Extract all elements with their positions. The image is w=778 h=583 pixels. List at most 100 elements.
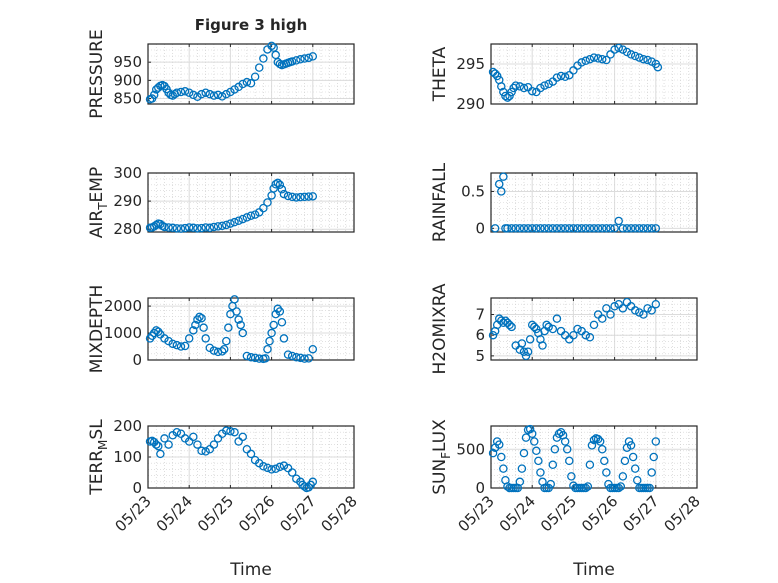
- data-point: [189, 326, 198, 335]
- data-point: [271, 464, 280, 474]
- data-point: [507, 322, 516, 332]
- data-point: [160, 222, 169, 232]
- data-point: [267, 328, 276, 338]
- data-point: [540, 224, 549, 233]
- data-point: [536, 468, 545, 477]
- data-point: [616, 482, 626, 491]
- y-tick-label: 0: [132, 351, 142, 369]
- data-point: [499, 87, 508, 97]
- data-point: [300, 54, 309, 63]
- y-axis-label: RAINFALL: [430, 162, 450, 242]
- data-point: [626, 50, 636, 59]
- data-point: [283, 191, 293, 201]
- data-point: [517, 339, 527, 348]
- data-point: [536, 83, 545, 93]
- figure-title: Figure 3 high: [195, 16, 308, 34]
- data-point: [201, 88, 210, 97]
- data-point: [544, 322, 553, 332]
- x-axis-label-left: Time: [229, 560, 272, 580]
- data-point: [230, 217, 239, 227]
- axes-box: [147, 172, 355, 233]
- data-point: [308, 192, 318, 201]
- y-axis-label: AIRTEMP: [87, 167, 110, 238]
- data-point: [560, 224, 570, 233]
- x-tick-label: 05/28: [318, 492, 361, 535]
- data-point: [149, 90, 159, 100]
- data-point: [597, 444, 607, 454]
- data-point: [610, 302, 619, 311]
- data-point: [519, 448, 529, 458]
- data-point: [548, 324, 558, 334]
- data-point: [501, 91, 510, 101]
- axes-box: [147, 43, 355, 105]
- data-point: [263, 344, 272, 354]
- y-axis-label-rest: LUX: [430, 419, 450, 452]
- y-tick-label: 500: [456, 440, 485, 458]
- y-axis-label-main: AIR: [87, 210, 107, 239]
- data-point: [538, 341, 547, 350]
- y-axis-label-subscript: F: [439, 452, 453, 459]
- data-point: [217, 221, 227, 231]
- y-axis-label-main: TERR: [87, 450, 107, 496]
- data-point: [160, 434, 169, 443]
- x-tick-label: 05/24: [153, 492, 196, 535]
- data-point: [606, 50, 615, 59]
- data-point: [585, 460, 595, 469]
- data-point: [287, 57, 297, 66]
- data-point: [308, 477, 318, 487]
- data-point: [610, 45, 619, 54]
- data-point: [213, 434, 223, 443]
- data-point: [565, 456, 574, 466]
- y-tick-label: 0: [475, 219, 485, 237]
- data-point: [234, 315, 243, 324]
- data-point: [238, 79, 248, 89]
- data-point: [263, 463, 272, 473]
- data-point: [589, 435, 599, 445]
- subplot-rainfall: 0 0.5 RAINFALL: [430, 162, 698, 242]
- data-point: [630, 51, 640, 61]
- data-point: [589, 320, 599, 330]
- data-point: [581, 483, 591, 493]
- y-axis-label: PRESSURE: [87, 29, 107, 118]
- data-point: [556, 71, 566, 81]
- y-tick-label: 5: [475, 347, 485, 365]
- data-point: [597, 314, 607, 323]
- data-point: [254, 63, 264, 72]
- y-axis-label-rest: SL: [87, 419, 107, 440]
- data-point: [287, 192, 297, 202]
- data-point: [279, 189, 289, 199]
- data-point: [184, 223, 194, 232]
- data-point: [556, 224, 566, 233]
- data-point: [525, 424, 535, 434]
- data-point: [503, 482, 512, 491]
- data-point: [267, 41, 276, 51]
- data-point: [581, 224, 591, 233]
- x-tick-label: 05/24: [496, 492, 539, 535]
- data-point: [242, 77, 252, 87]
- data-point: [602, 55, 611, 65]
- data-point: [530, 322, 539, 332]
- data-point: [209, 91, 219, 100]
- data-point: [597, 54, 607, 64]
- data-point: [238, 214, 248, 224]
- data-point: [279, 334, 289, 343]
- data-point: [515, 477, 525, 487]
- data-point: [269, 184, 278, 193]
- data-point: [492, 71, 502, 81]
- data-point: [275, 462, 285, 472]
- data-point: [193, 224, 202, 233]
- y-tick-label: 0.5: [461, 182, 485, 200]
- data-point: [618, 304, 628, 313]
- data-point: [614, 216, 623, 226]
- data-point: [532, 324, 541, 334]
- data-point: [622, 297, 632, 307]
- data-point: [622, 47, 632, 57]
- data-point: [649, 452, 658, 462]
- data-point: [569, 330, 578, 340]
- data-point: [630, 464, 640, 473]
- data-point: [509, 83, 518, 93]
- y-tick-label: 280: [113, 220, 142, 238]
- data-point: [246, 79, 256, 88]
